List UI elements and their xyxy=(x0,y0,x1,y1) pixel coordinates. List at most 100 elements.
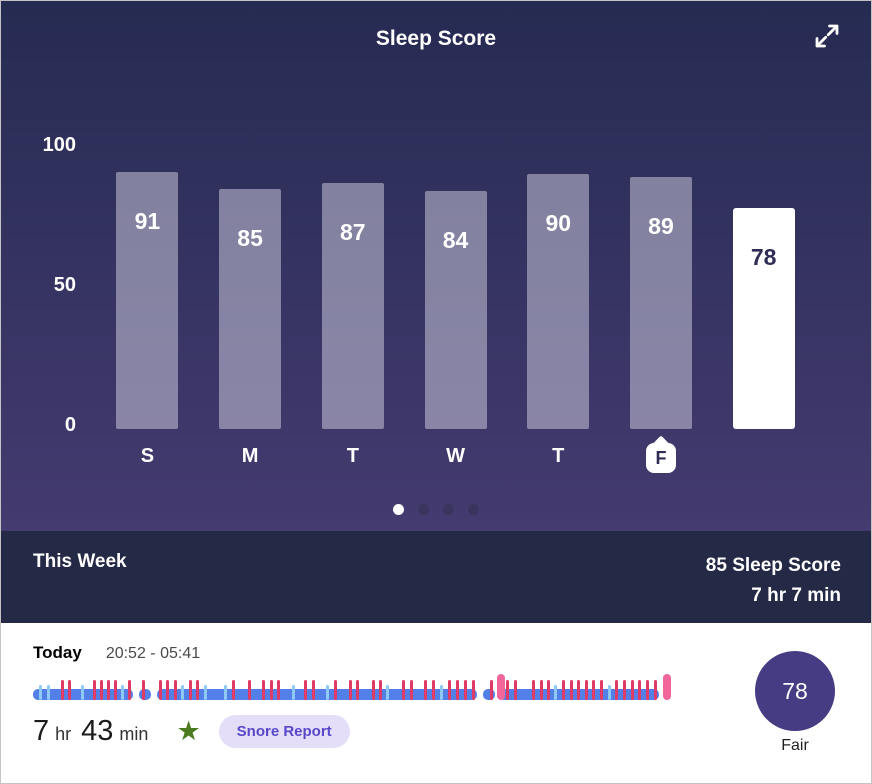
score-rating-label: Fair xyxy=(781,737,809,754)
sleep-stage-tick xyxy=(312,680,315,700)
sleep-stage-tick xyxy=(356,680,359,700)
pagination-dot[interactable] xyxy=(393,504,404,515)
bar-value: 85 xyxy=(237,224,263,251)
sleep-stage-tick xyxy=(663,674,671,700)
sleep-stage-tick xyxy=(646,680,649,700)
sleep-stage-tick xyxy=(440,685,443,700)
sleep-stages-strip xyxy=(33,673,673,701)
bar[interactable]: 85 xyxy=(219,188,282,429)
expand-icon[interactable] xyxy=(807,17,847,57)
bar-value: 84 xyxy=(442,227,469,254)
sleep-stage-tick xyxy=(121,685,124,700)
sleep-stage-tick xyxy=(472,680,475,700)
sleep-stage-tick xyxy=(562,680,565,700)
sleep-stage-tick xyxy=(224,685,227,700)
page-title: Sleep Score xyxy=(375,27,497,50)
sleep-stage-tick xyxy=(490,680,493,700)
duration-hours: 7 xyxy=(33,715,50,747)
y-axis-tick-50: 50 xyxy=(53,274,76,296)
week-label: This Week xyxy=(33,551,127,572)
day-label: M xyxy=(241,445,259,467)
sleep-stage-tick xyxy=(608,685,611,700)
sleep-stage-segment xyxy=(157,689,477,700)
sleep-stage-tick xyxy=(615,680,618,700)
today-header: Today 20:52 - 05:41 xyxy=(33,643,698,663)
week-summary-values: 85 Sleep Score 7 hr 7 min xyxy=(706,551,841,623)
day-label: T xyxy=(346,445,359,467)
sleep-stage-tick xyxy=(592,680,595,700)
sleep-score-circle[interactable]: 78 xyxy=(755,651,835,731)
sleep-stage-tick xyxy=(402,680,405,700)
sleep-stage-tick xyxy=(181,685,184,700)
sleep-stage-tick xyxy=(410,680,413,700)
bar[interactable]: 90 xyxy=(527,174,590,429)
sleep-stage-tick xyxy=(456,680,459,700)
sleep-stage-tick xyxy=(100,680,103,700)
sleep-stage-segment xyxy=(139,689,151,700)
sleep-stage-tick xyxy=(204,685,207,700)
sleep-stage-tick xyxy=(547,680,550,700)
sleep-stage-tick xyxy=(349,680,352,700)
sleep-stage-tick xyxy=(600,680,603,700)
sleep-stage-tick xyxy=(142,680,145,700)
week-duration: 7 hr 7 min xyxy=(751,585,841,606)
sleep-stage-tick xyxy=(159,680,162,700)
sleep-stage-tick xyxy=(372,680,375,700)
bar-value: 78 xyxy=(750,244,777,271)
duration-hr-unit: hr xyxy=(55,724,72,744)
bar-value: 89 xyxy=(648,213,674,240)
today-summary-section: Today 20:52 - 05:41 7 hr 43 min ★ Snore … xyxy=(1,623,871,783)
day-label: S xyxy=(140,445,155,467)
today-details: Today 20:52 - 05:41 7 hr 43 min ★ Snore … xyxy=(33,643,698,783)
bar[interactable]: 91 xyxy=(116,171,179,429)
sleep-stage-tick xyxy=(189,680,192,700)
day-label: W xyxy=(446,445,465,467)
sleep-stage-tick xyxy=(638,680,641,700)
today-score-value: 78 xyxy=(782,677,808,704)
sleep-stage-tick xyxy=(248,680,251,700)
pagination-dot[interactable] xyxy=(418,504,429,515)
bar-value: 91 xyxy=(134,207,161,234)
today-score-block: 78 Fair xyxy=(747,643,843,783)
pagination-dot[interactable] xyxy=(443,504,454,515)
snore-report-button[interactable]: Snore Report xyxy=(218,715,350,748)
sleep-stage-tick xyxy=(114,680,117,700)
sleep-score-chart-section: Sleep Score 100 50 0 91 85 87 84 90 89 78 S M T W… xyxy=(1,1,871,531)
sleep-stage-tick xyxy=(128,680,131,700)
bar-value: 87 xyxy=(340,218,366,245)
sleep-stage-tick xyxy=(107,680,110,700)
pagination-dots xyxy=(1,504,871,515)
sleep-stage-tick xyxy=(304,680,307,700)
sleep-duration-row: 7 hr 43 min ★ Snore Report xyxy=(33,715,698,748)
sleep-stage-tick xyxy=(623,680,626,700)
sleep-stage-tick xyxy=(292,685,295,700)
sleep-stage-tick xyxy=(570,680,573,700)
bar-today[interactable]: 78 xyxy=(732,208,795,429)
bar[interactable]: 84 xyxy=(424,191,487,429)
pagination-dot[interactable] xyxy=(468,504,479,515)
sleep-stage-tick xyxy=(554,685,557,700)
sleep-stage-tick xyxy=(196,680,199,700)
sleep-stage-tick xyxy=(514,680,517,700)
week-score: 85 Sleep Score xyxy=(705,555,841,576)
sleep-stage-tick xyxy=(262,680,265,700)
sleep-stage-tick xyxy=(506,680,509,700)
sleep-stage-tick xyxy=(277,680,280,700)
duration-minutes: 43 xyxy=(81,715,114,747)
sleep-stage-tick xyxy=(166,680,169,700)
star-icon: ★ xyxy=(176,716,201,746)
sleep-stage-tick xyxy=(577,680,580,700)
sleep-stage-tick xyxy=(174,680,177,700)
sleep-stage-tick xyxy=(232,680,235,700)
sleep-stage-tick xyxy=(532,680,535,700)
sleep-stage-tick xyxy=(540,680,543,700)
expand-arrows-icon xyxy=(815,24,839,48)
bar[interactable]: 87 xyxy=(321,182,384,429)
sleep-stage-tick xyxy=(61,680,64,700)
bar[interactable]: 89 xyxy=(629,177,692,429)
sleep-time-range: 20:52 - 05:41 xyxy=(105,645,201,662)
sleep-stage-tick xyxy=(39,685,42,700)
selected-day-badge[interactable]: F xyxy=(645,443,676,473)
